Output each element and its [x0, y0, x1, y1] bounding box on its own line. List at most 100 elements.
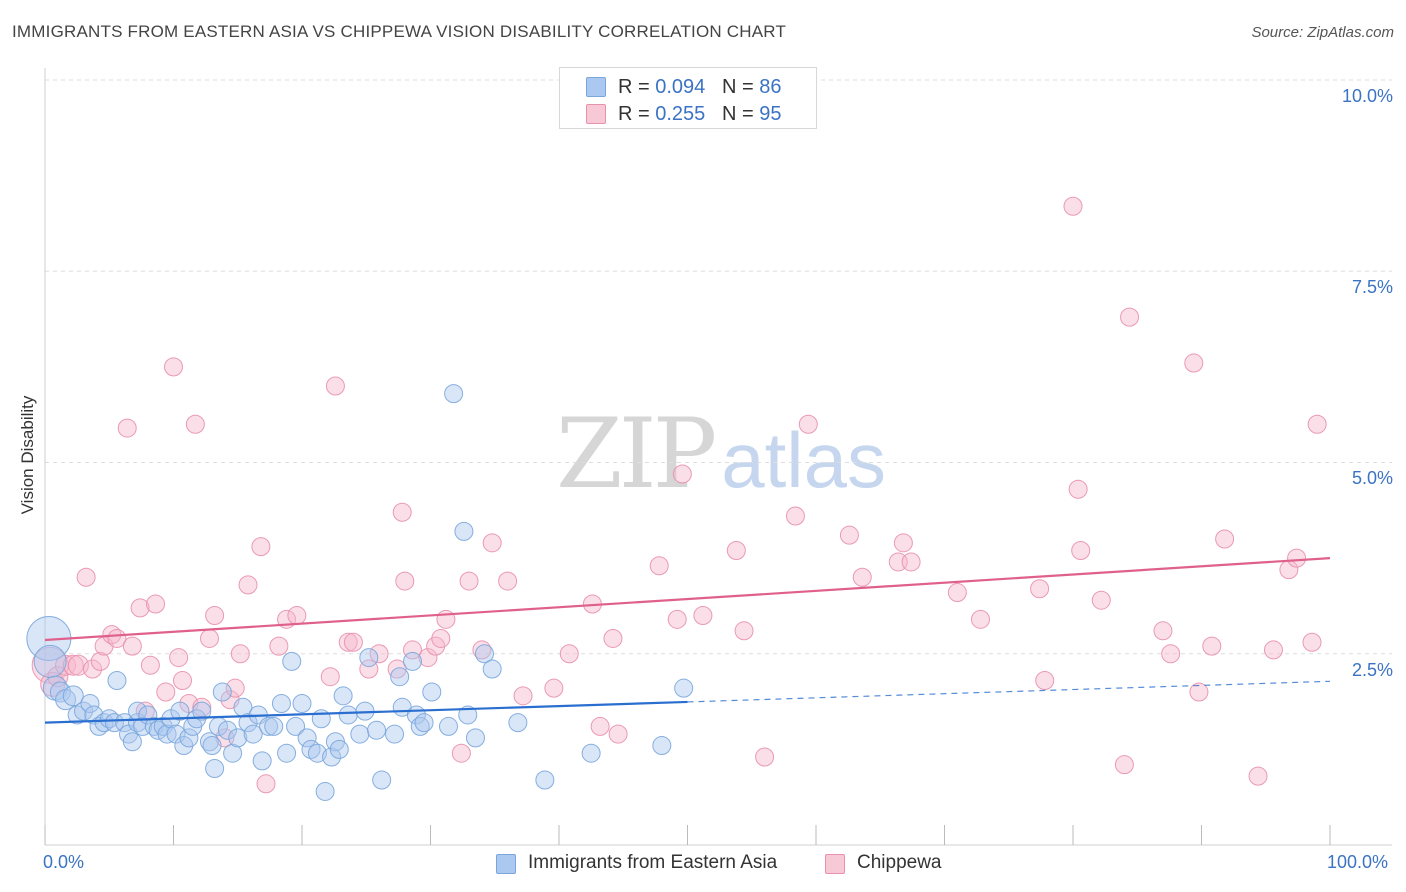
- legend-r-label: R =: [618, 102, 656, 125]
- chippewa-point: [1215, 529, 1235, 549]
- eastern-asia-trend-line: [44, 700, 688, 724]
- eastern-asia-point: [84, 705, 104, 725]
- watermark: ZIP atlas: [556, 398, 886, 510]
- chippewa-point: [947, 583, 967, 603]
- eastern-asia-point: [444, 384, 464, 404]
- legend-r-value: 0.094: [655, 75, 706, 98]
- legend-n-label: N =: [721, 75, 760, 98]
- legend-swatch-pink: [586, 104, 606, 124]
- watermark-zip: ZIP: [556, 398, 717, 510]
- chippewa-point: [392, 502, 412, 522]
- eastern-asia-point: [333, 686, 353, 706]
- chippewa-point: [431, 628, 451, 648]
- eastern-asia-point: [74, 701, 94, 721]
- eastern-asia-point: [107, 671, 127, 691]
- x-tick-label: 100.0%: [1327, 852, 1389, 872]
- y-tick-label: 10.0%: [1341, 86, 1393, 106]
- eastern-asia-point: [322, 747, 342, 767]
- chippewa-point: [1189, 682, 1209, 702]
- eastern-asia-point: [390, 667, 410, 687]
- chippewa-point: [325, 376, 345, 396]
- bottom-legend-label: Chippewa: [857, 852, 942, 873]
- chippewa-point: [146, 594, 166, 614]
- chippewa-point: [320, 667, 340, 687]
- eastern-asia-point: [133, 716, 153, 736]
- chippewa-point: [395, 571, 415, 591]
- eastern-asia-point: [307, 743, 327, 763]
- chippewa-point: [122, 636, 142, 656]
- chippewa-point: [169, 648, 189, 668]
- chippewa-point: [343, 632, 363, 652]
- x-tick-label: 0.0%: [43, 852, 85, 872]
- eastern-asia-point: [80, 693, 100, 713]
- y-tick-label: 5.0%: [1351, 468, 1393, 488]
- chippewa-point: [544, 678, 564, 698]
- legend-n-label: N =: [721, 102, 760, 125]
- chippewa-point: [287, 606, 307, 625]
- chippewa-point: [1302, 632, 1322, 652]
- chippewa-point: [117, 418, 137, 438]
- chippewa-point: [172, 671, 192, 691]
- chippewa-point: [387, 659, 407, 679]
- eastern-asia-point: [359, 648, 379, 668]
- chippewa-trend-line: [44, 557, 1331, 642]
- eastern-asia-point: [465, 728, 485, 748]
- chippewa-point: [225, 678, 245, 698]
- eastern-asia-point: [458, 705, 478, 725]
- eastern-asia-point: [243, 724, 263, 744]
- chippewa-point: [459, 571, 479, 591]
- eastern-asia-point: [674, 678, 694, 698]
- chippewa-point: [418, 648, 438, 668]
- chippewa-point: [156, 682, 176, 702]
- eastern-asia-point: [104, 713, 124, 733]
- chippewa-point: [359, 659, 379, 679]
- chippewa-point: [76, 567, 96, 587]
- chippewa-point: [269, 636, 289, 656]
- chippewa-point: [199, 628, 219, 648]
- chippewa-points: [31, 196, 1327, 794]
- chippewa-point: [1184, 353, 1204, 373]
- eastern-asia-point: [166, 724, 186, 744]
- chippewa-point: [83, 659, 103, 679]
- chippewa-point: [90, 651, 110, 671]
- chippewa-point: [451, 743, 471, 763]
- chippewa-point: [785, 506, 805, 526]
- chippewa-point: [603, 628, 623, 648]
- eastern-asia-point: [292, 693, 312, 713]
- chippewa-point: [1071, 540, 1091, 560]
- eastern-asia-point: [205, 759, 225, 778]
- bottom-legend-swatch-blue: [496, 854, 516, 874]
- eastern-asia-point: [385, 724, 405, 744]
- chippewa-point: [185, 414, 205, 434]
- y-axis-label: Vision Disability: [18, 395, 37, 515]
- eastern-asia-point: [122, 732, 142, 752]
- eastern-asia-point: [315, 781, 335, 801]
- chippewa-point: [1263, 640, 1283, 660]
- chippewa-point: [798, 414, 818, 434]
- chippewa-point: [513, 686, 533, 706]
- chippewa-point: [901, 552, 921, 572]
- eastern-asia-point: [252, 751, 272, 771]
- eastern-asia-point: [212, 682, 232, 702]
- chippewa-point: [230, 644, 250, 664]
- eastern-asia-trend-extension: [687, 680, 1331, 703]
- chippewa-point: [338, 632, 358, 652]
- chippewa-point: [1091, 590, 1111, 610]
- eastern-asia-point: [228, 728, 248, 748]
- chippewa-point: [734, 621, 754, 641]
- chippewa-point: [140, 655, 160, 675]
- bottom-legend-label: Immigrants from Eastern Asia: [528, 852, 778, 873]
- chippewa-point: [107, 628, 127, 648]
- eastern-asia-point: [350, 724, 370, 744]
- chippewa-point: [839, 525, 859, 545]
- chippewa-point: [1287, 548, 1307, 568]
- chippewa-point: [1030, 579, 1050, 599]
- chippewa-point: [590, 716, 610, 736]
- eastern-asia-point: [217, 720, 237, 740]
- chippewa-point: [726, 540, 746, 560]
- chippewa-point: [970, 609, 990, 629]
- eastern-asia-point: [179, 728, 199, 748]
- chippewa-point: [256, 774, 276, 794]
- chippewa-point: [1202, 636, 1222, 656]
- eastern-asia-point: [202, 736, 222, 756]
